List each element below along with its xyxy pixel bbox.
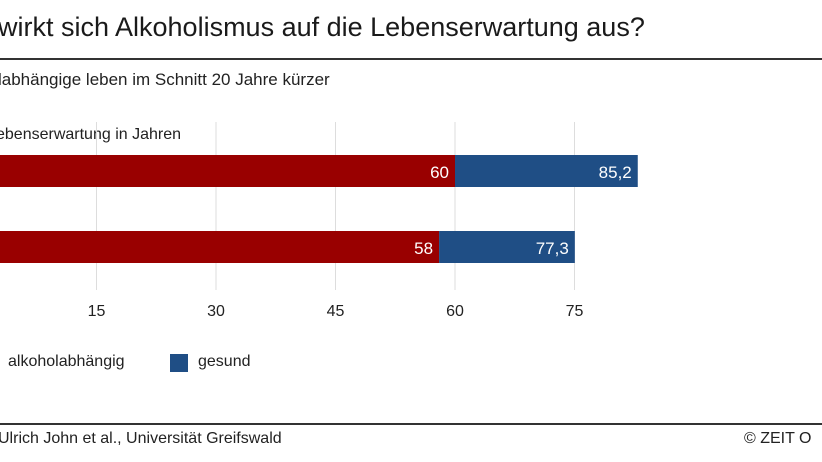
x-tick-label: 15 — [88, 303, 106, 320]
x-tick-label: 60 — [446, 303, 464, 320]
bar-gesund — [439, 231, 575, 263]
data-label: 58 — [414, 239, 433, 258]
copyright: © ZEIT O — [744, 430, 812, 447]
source-note: Ulrich John et al., Universität Greifswa… — [0, 430, 282, 447]
chart-subtitle: labhängige leben im Schnitt 20 Jahre kür… — [0, 70, 330, 89]
bar-alkoholabhaengig — [0, 155, 455, 187]
footer-divider — [0, 423, 822, 425]
legend-label-alkoholabhaengig: alkoholabhängig — [8, 353, 125, 370]
data-label: 85,2 — [599, 163, 632, 182]
title-divider — [0, 58, 822, 60]
bar-alkoholabhaengig — [0, 231, 440, 263]
legend-label-gesund: gesund — [198, 353, 251, 370]
x-tick-label: 75 — [566, 303, 584, 320]
data-label: 77,3 — [536, 239, 569, 258]
x-tick-label: 45 — [327, 303, 345, 320]
x-tick-label: 30 — [207, 303, 225, 320]
bar-gesund — [455, 155, 638, 187]
axis-label: ebenserwartung in Jahren — [0, 126, 182, 143]
chart-title: wirkt sich Alkoholismus auf die Lebenser… — [0, 12, 645, 42]
legend-swatch-gesund — [170, 354, 188, 372]
data-label: 60 — [430, 163, 449, 182]
